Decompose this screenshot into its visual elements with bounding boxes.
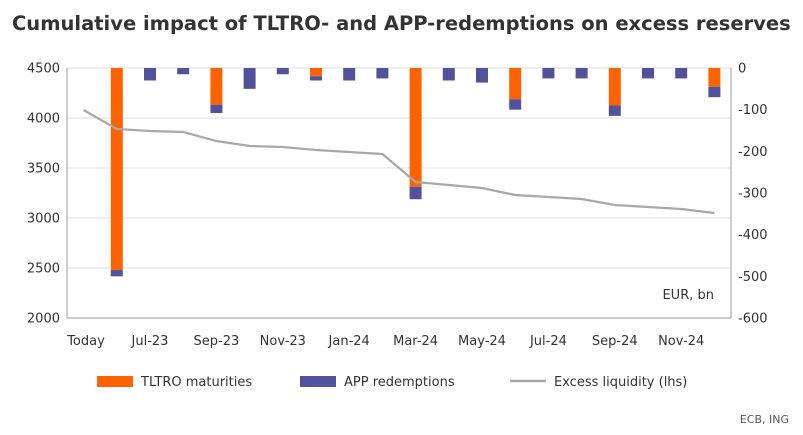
y-right-tick-5: -500 [738, 270, 768, 285]
bar-app-Sep-24 [608, 105, 621, 116]
source-label: ECB, ING [740, 413, 789, 426]
bar-tltro-Sep-23 [210, 68, 223, 105]
bar-app-Dec-24 [708, 86, 721, 98]
bar-tltro-Jun-24 [509, 68, 522, 100]
legend-swatch-1 [300, 376, 336, 387]
unit-label: EUR, bn [662, 288, 714, 303]
line-series [83, 109, 715, 215]
bar-app-Feb-24 [376, 68, 389, 79]
y-left-tick-4: 4000 [27, 112, 60, 127]
y-right-tick-4: -400 [738, 228, 768, 243]
x-tick-1: Jul-23 [131, 334, 169, 349]
y-left-tick-1: 2500 [27, 262, 60, 277]
x-tick-8: Sep-24 [592, 334, 638, 349]
chart-title: Cumulative impact of TLTRO- and APP-rede… [12, 12, 791, 35]
y-right-tick-1: -100 [738, 103, 768, 118]
bar-app-Apr-24 [442, 68, 455, 81]
bar-app-Nov-24 [675, 68, 688, 79]
legend: TLTRO maturities APP redemptions Excess li… [97, 375, 687, 390]
bar-app-Jul-23 [144, 68, 156, 81]
bars [110, 68, 721, 277]
bar-app-Mar-24 [409, 186, 422, 200]
legend-label-0: TLTRO maturities [140, 375, 252, 390]
x-tick-5: Mar-24 [393, 334, 438, 349]
y-left-tick-5: 4500 [27, 62, 60, 77]
line-excess-liquidity [83, 109, 715, 215]
y-right-tick-6: -600 [738, 312, 768, 327]
y-left-tick-3: 3500 [27, 162, 60, 177]
y-left-tick-2: 3000 [27, 212, 60, 227]
bar-app-Jul-24 [542, 68, 555, 79]
bar-app-Oct-23 [243, 68, 256, 89]
bar-app-Jan-24 [343, 68, 356, 81]
legend-swatch-0 [97, 376, 133, 387]
bar-tltro-Jun-23 [110, 68, 123, 271]
x-tick-9: Nov-24 [658, 334, 704, 349]
bar-app-Nov-23 [276, 68, 289, 75]
bar-tltro-Dec-23 [310, 68, 322, 77]
y-right-tick-2: -200 [738, 145, 768, 160]
y-right-tick-3: -300 [738, 187, 768, 202]
x-tick-0: Today [66, 334, 105, 349]
x-tick-4: Jan-24 [328, 334, 370, 349]
y-right-tick-0: 0 [738, 62, 746, 77]
bar-app-May-24 [476, 68, 488, 83]
tick-labels: 2000 2500 3000 3500 4000 4500 0 -100 -200 -300 -40… [27, 62, 768, 350]
x-tick-7: Jul-24 [529, 334, 567, 349]
bar-tltro-Dec-24 [708, 68, 721, 87]
x-tick-3: Nov-23 [260, 334, 306, 349]
bar-app-Sep-23 [210, 104, 223, 113]
axes [66, 68, 732, 319]
x-tick-2: Sep-23 [194, 334, 240, 349]
bar-tltro-Sep-24 [608, 68, 621, 106]
x-tick-6: May-24 [458, 334, 506, 349]
bar-app-Aug-23 [177, 68, 190, 75]
bar-app-Dec-23 [310, 76, 322, 81]
bar-app-Jun-24 [509, 99, 522, 110]
y-left-tick-0: 2000 [27, 312, 60, 327]
bar-app-Jun-23 [110, 270, 123, 277]
legend-label-1: APP redemptions [344, 375, 455, 390]
bar-tltro-Mar-24 [409, 68, 422, 187]
bar-app-Aug-24 [575, 68, 588, 79]
legend-label-2: Excess liquidity (lhs) [554, 375, 687, 390]
bar-app-Oct-24 [642, 68, 654, 79]
